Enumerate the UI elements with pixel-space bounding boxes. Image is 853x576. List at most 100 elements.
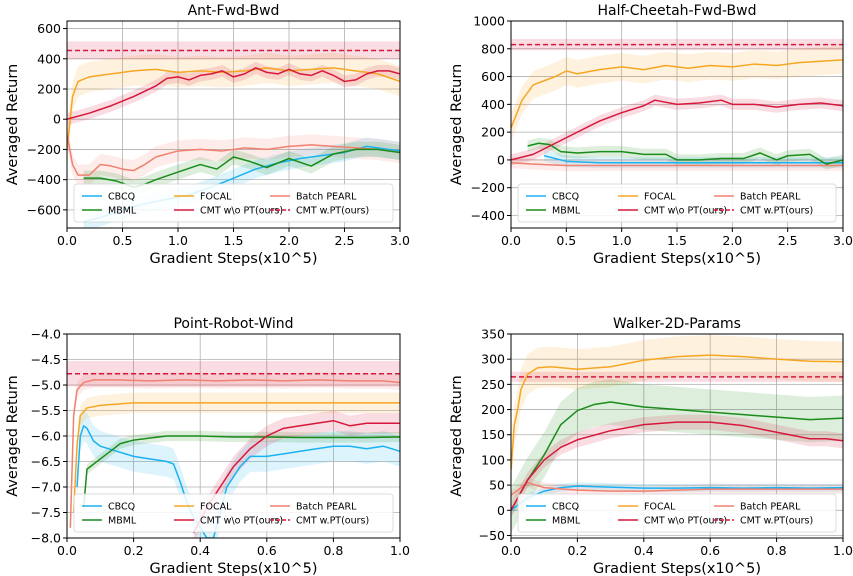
x-tick-label: 1.0 — [833, 543, 853, 558]
x-tick-label: 0.4 — [190, 543, 210, 558]
x-tick-label: 0.0 — [501, 233, 521, 248]
y-tick-label: −5.0 — [31, 378, 61, 393]
x-tick-label: 1.0 — [612, 233, 632, 248]
legend: CBCQ FOCAL Batch PEARL MBML CMT w\o PT(ours)… — [517, 493, 837, 533]
y-tick-label: 200 — [37, 81, 61, 96]
x-tick-label: 0.8 — [323, 543, 343, 558]
series-line-4 — [67, 67, 400, 120]
series-band-2 — [511, 157, 843, 172]
series-band-2 — [70, 372, 400, 536]
chart-panel-1: 0.0 0.5 1.0 1.5 2.0 2.5 3.0 1000 800 600 400 200 0 −2… — [449, 3, 853, 267]
x-tick-label: 3.0 — [833, 233, 853, 248]
y-tick-label: −50 — [479, 528, 505, 543]
legend-label: CBCQ — [108, 502, 135, 513]
legend-label: CMT w.PT(ours) — [740, 516, 813, 527]
y-tick-label: 400 — [481, 97, 505, 112]
x-axis-label: Gradient Steps(x10^5) — [593, 251, 761, 267]
series-line-2 — [511, 481, 843, 496]
y-tick-label: 50 — [489, 478, 505, 493]
y-tick-label: 400 — [37, 51, 61, 66]
y-tick-label: −4.0 — [31, 327, 61, 342]
legend-label: CBCQ — [552, 192, 579, 203]
legend-label: Batch PEARL — [740, 502, 801, 513]
legend-label: MBML — [108, 516, 137, 527]
legend-label: CMT w.PT(ours) — [296, 206, 369, 217]
x-tick-label: 1.5 — [224, 233, 244, 248]
series-line-0 — [511, 485, 843, 511]
y-tick-label: −8.0 — [31, 531, 61, 546]
x-tick-label: 1.0 — [390, 543, 410, 558]
legend-box — [73, 183, 394, 223]
x-tick-label: 0.2 — [567, 543, 587, 558]
x-tick-label: 0.5 — [556, 233, 576, 248]
legend-label: Batch PEARL — [296, 192, 357, 203]
series-band-4 — [511, 414, 843, 518]
y-tick-label: 300 — [481, 352, 505, 367]
y-tick-label: 0 — [53, 112, 61, 127]
y-axis-label: Averaged Return — [449, 375, 465, 496]
chart-panel-3: 0.0 0.2 0.4 0.6 0.8 1.0 350 300 250 200 150 100 50 0 −… — [449, 316, 853, 576]
series-line-1 — [511, 354, 843, 471]
x-tick-label: 2.0 — [279, 233, 299, 248]
plot-area — [67, 361, 400, 538]
series-line-4 — [511, 421, 843, 511]
x-tick-label: 0.0 — [57, 543, 77, 558]
series-line-3 — [527, 142, 843, 165]
y-tick-label: −4.5 — [31, 352, 61, 367]
x-tick-label: 3.0 — [390, 233, 410, 248]
series-line-0 — [76, 425, 400, 538]
y-tick-label: −6.0 — [31, 429, 61, 444]
series-band-3 — [511, 379, 843, 533]
series-band-5 — [67, 41, 400, 60]
legend: CBCQ FOCAL Batch PEARL MBML CMT w\o PT(ours)… — [73, 183, 394, 223]
legend-label: CMT w\o PT(ours) — [200, 516, 283, 527]
x-axis-label: Gradient Steps(x10^5) — [593, 561, 761, 576]
y-tick-label: 800 — [481, 41, 505, 56]
series-band-5 — [511, 371, 843, 382]
series-band-1 — [511, 335, 843, 491]
legend-label: MBML — [552, 516, 581, 527]
plot-area — [511, 39, 843, 172]
y-axis-label: Averaged Return — [449, 64, 465, 185]
y-tick-label: 150 — [481, 427, 505, 442]
legend-label: Batch PEARL — [740, 192, 801, 203]
y-tick-label: −5.5 — [31, 403, 61, 418]
series-line-1 — [67, 67, 400, 150]
chart-panel-0: 0.0 0.5 1.0 1.5 2.0 2.5 3.0 600 400 200 0 −200 −400 −… — [5, 3, 410, 267]
legend-label: CBCQ — [552, 502, 579, 513]
legend-label: CMT w\o PT(ours) — [644, 516, 727, 527]
y-tick-label: −7.0 — [31, 480, 61, 495]
chart-title: Half-Cheetah-Fwd-Bwd — [598, 3, 757, 19]
legend-label: FOCAL — [644, 192, 676, 203]
x-tick-label: 0.0 — [501, 543, 521, 558]
x-tick-label: 1.0 — [168, 233, 188, 248]
x-tick-label: 1.5 — [667, 233, 687, 248]
series-line-4 — [511, 99, 843, 161]
x-tick-label: 0.8 — [767, 543, 787, 558]
legend-label: FOCAL — [200, 192, 232, 203]
legend-box — [517, 493, 837, 533]
series-band-2 — [67, 123, 400, 186]
series-line-1 — [72, 402, 400, 513]
series-line-2 — [511, 161, 843, 167]
legend-label: Batch PEARL — [296, 502, 357, 513]
series-band-4 — [67, 61, 400, 126]
series-band-0 — [76, 410, 400, 538]
y-tick-label: 1000 — [473, 14, 505, 29]
legend: CBCQ FOCAL Batch PEARL MBML CMT w\o PT(ours)… — [73, 493, 394, 533]
y-tick-label: −600 — [27, 202, 61, 217]
series-band-4 — [511, 94, 843, 166]
y-tick-label: 100 — [481, 452, 505, 467]
x-tick-label: 0.6 — [700, 543, 720, 558]
y-tick-label: −200 — [27, 142, 61, 157]
y-tick-label: 250 — [481, 377, 505, 392]
series-line-2 — [69, 379, 400, 528]
x-axis-label: Gradient Steps(x10^5) — [149, 561, 317, 576]
series-line-1 — [511, 59, 843, 129]
chart-title: Ant-Fwd-Bwd — [188, 3, 280, 19]
legend-label: CBCQ — [108, 192, 135, 203]
series-band-3 — [83, 430, 400, 513]
x-tick-label: 0.6 — [257, 543, 277, 558]
y-tick-label: −400 — [471, 208, 505, 223]
